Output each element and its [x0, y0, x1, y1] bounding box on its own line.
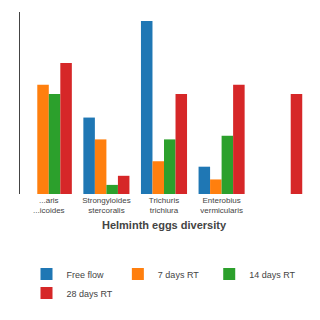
svg-text:Enterobiusvermicularis: Enterobiusvermicularis — [200, 196, 243, 215]
svg-text:28 days RT: 28 days RT — [67, 289, 113, 299]
svg-text:Strongyloidesstercoralis: Strongyloidesstercoralis — [82, 196, 130, 215]
svg-text:7 days RT: 7 days RT — [158, 270, 199, 280]
svg-text:Trichuristrichiura: Trichuristrichiura — [149, 196, 179, 215]
svg-text:Free flow: Free flow — [67, 270, 105, 280]
svg-text:Helminth eggs diversity: Helminth eggs diversity — [102, 219, 227, 231]
svg-text:14 days RT: 14 days RT — [249, 270, 295, 280]
svg-text:...aris...icoides: ...aris...icoides — [33, 196, 65, 215]
